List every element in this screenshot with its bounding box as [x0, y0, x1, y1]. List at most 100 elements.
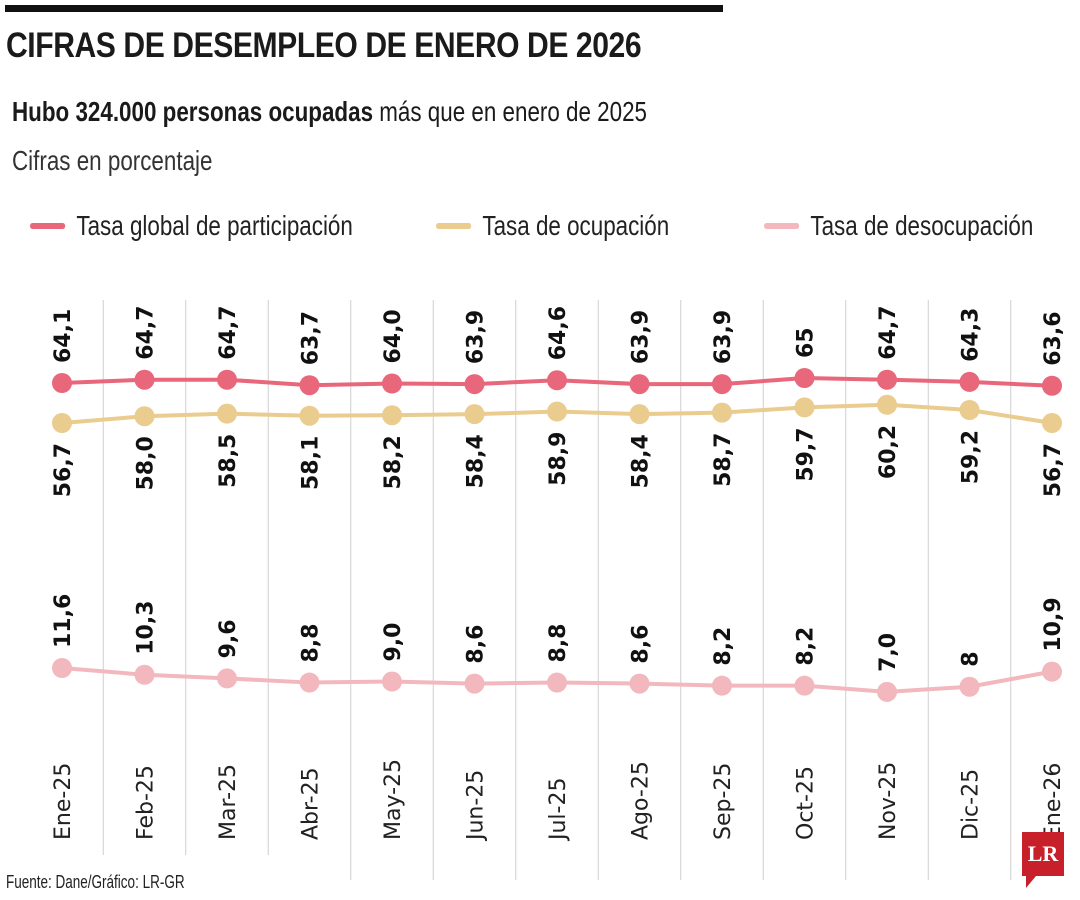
- x-tick-label: Dic-25: [959, 769, 984, 840]
- data-point: [794, 397, 815, 418]
- data-point: [1042, 661, 1062, 682]
- data-point: [299, 405, 320, 426]
- data-point: [794, 368, 815, 389]
- data-label: 56,7: [51, 443, 76, 497]
- data-point: [217, 403, 237, 424]
- data-label: 8,2: [794, 627, 819, 666]
- data-label: 58,9: [546, 432, 571, 486]
- x-tick-label: Jul-25: [546, 778, 571, 842]
- data-point: [712, 402, 732, 423]
- data-label: 58,1: [299, 436, 324, 490]
- data-label: 10,9: [1041, 597, 1066, 651]
- x-tick-label: Ene-25: [51, 763, 76, 840]
- data-label: 64,0: [381, 309, 406, 363]
- data-label: 63,9: [629, 310, 654, 364]
- unit-note: Cifras en porcentaje: [12, 145, 213, 176]
- data-label: 56,7: [1041, 443, 1066, 497]
- data-label: 58,4: [464, 434, 489, 488]
- x-tick-label: Sep-25: [711, 763, 736, 840]
- data-point: [1042, 413, 1062, 433]
- data-label: 63,6: [1041, 311, 1066, 365]
- subtitle-rest: más que en enero de 2025: [373, 96, 648, 127]
- x-tick-label: Oct-25: [794, 766, 819, 840]
- data-label: 58,4: [629, 434, 654, 488]
- lr-logo: LR: [1022, 832, 1064, 888]
- legend-item-desocupacion: Tasa de desocupación: [764, 210, 1033, 242]
- data-label: 64,7: [216, 305, 241, 359]
- x-tick-label: Jun-25: [464, 770, 489, 842]
- data-point: [464, 374, 485, 395]
- legend-item-ocupacion: Tasa de ocupación: [436, 210, 669, 242]
- data-label: 64,1: [51, 309, 76, 363]
- legend-swatch: [436, 223, 472, 229]
- x-tick-label: May-25: [381, 759, 406, 840]
- x-tick-label: Nov-25: [876, 762, 901, 840]
- data-point: [1042, 375, 1062, 396]
- data-label: 9,6: [216, 619, 241, 658]
- data-point: [629, 374, 650, 395]
- data-point: [629, 404, 650, 425]
- data-label: 8,8: [299, 624, 324, 663]
- legend-label: Tasa de ocupación: [482, 210, 670, 241]
- top-rule: [5, 5, 723, 12]
- data-point: [217, 369, 237, 390]
- data-label: 58,5: [216, 434, 241, 488]
- data-point: [299, 375, 320, 396]
- data-label: 58,2: [381, 435, 406, 489]
- data-point: [547, 370, 567, 391]
- data-point: [134, 369, 155, 390]
- data-label: 64,3: [959, 308, 984, 362]
- data-point: [382, 671, 402, 692]
- x-tick-label: Abr-25: [299, 767, 324, 840]
- data-label: 11,6: [51, 594, 76, 648]
- x-tick-label: Mar-25: [216, 764, 241, 840]
- data-point: [959, 371, 980, 392]
- data-label: 7,0: [876, 633, 901, 672]
- data-point: [52, 413, 72, 433]
- data-label: 10,3: [134, 600, 159, 654]
- data-point: [959, 676, 980, 697]
- x-tick-label: Feb-25: [134, 765, 159, 840]
- data-label: 8,2: [711, 627, 736, 666]
- data-label: 8: [959, 651, 984, 666]
- data-label: 8,6: [464, 625, 489, 664]
- subtitle: Hubo 324.000 personas ocupadas más que e…: [12, 96, 647, 128]
- legend-swatch: [30, 223, 66, 229]
- page-title: CIFRAS DE DESEMPLEO DE ENERO DE 2026: [6, 26, 642, 65]
- legend-swatch: [764, 223, 800, 229]
- data-point: [547, 672, 567, 693]
- data-point: [877, 681, 897, 702]
- data-point: [712, 374, 732, 395]
- legend-label: Tasa global de participación: [76, 210, 353, 241]
- data-label: 60,2: [876, 425, 901, 479]
- data-point: [464, 673, 485, 694]
- data-point: [959, 400, 980, 420]
- legend-item-participacion: Tasa global de participación: [30, 210, 353, 242]
- data-point: [382, 405, 402, 426]
- data-point: [52, 658, 72, 678]
- data-label: 64,7: [876, 305, 901, 359]
- source-note: Fuente: Dane/Gráfico: LR-GR: [6, 872, 185, 892]
- data-point: [52, 373, 72, 393]
- data-point: [712, 675, 732, 696]
- data-point: [299, 672, 320, 693]
- data-point: [217, 668, 237, 689]
- data-label: 63,7: [299, 311, 324, 365]
- legend-label: Tasa de desocupación: [810, 210, 1034, 241]
- data-label: 8,6: [629, 625, 654, 664]
- data-label: 64,7: [134, 305, 159, 359]
- data-point: [134, 406, 155, 427]
- data-label: 59,2: [959, 430, 984, 484]
- data-label: 64,6: [546, 306, 571, 360]
- x-tick-label: Ago-25: [629, 761, 654, 840]
- data-label: 58,7: [711, 433, 736, 487]
- data-point: [464, 404, 485, 425]
- data-point: [794, 675, 815, 696]
- data-point: [877, 369, 897, 390]
- x-tick-label: Ene-26: [1041, 763, 1066, 840]
- data-point: [547, 401, 567, 422]
- data-label: 63,9: [711, 310, 736, 364]
- data-label: 59,7: [794, 427, 819, 481]
- data-label: 9,0: [381, 623, 406, 662]
